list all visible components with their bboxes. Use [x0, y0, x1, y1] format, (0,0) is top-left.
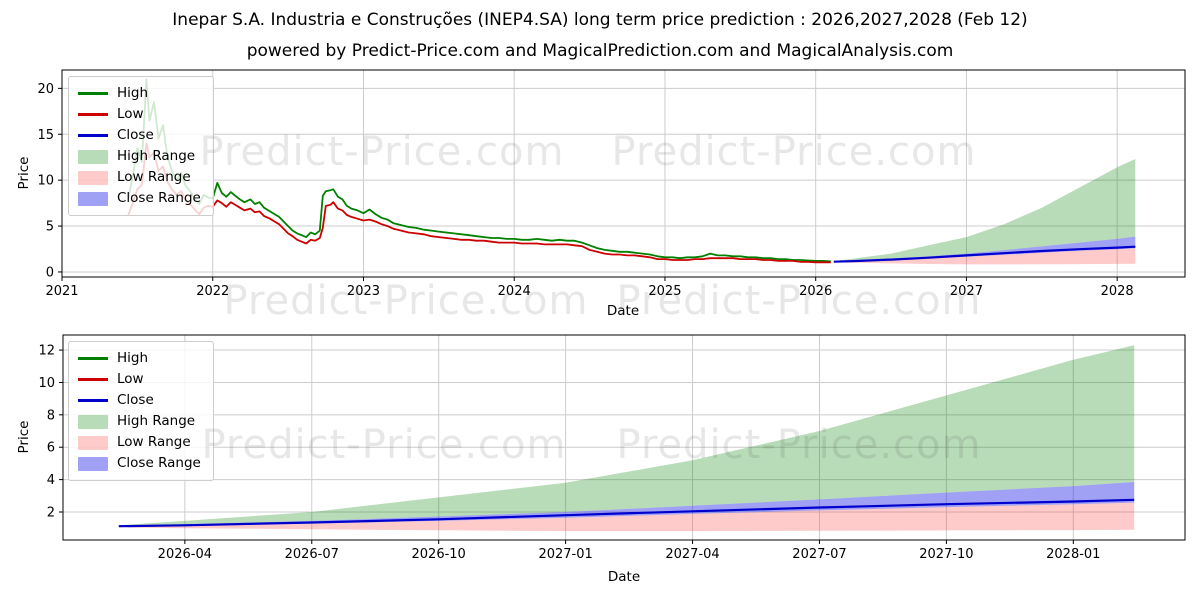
legend-patch-swatch: [78, 149, 108, 164]
legend-label: High Range: [117, 413, 196, 429]
x-tick-label: 2027: [950, 284, 983, 299]
legend-item-close-range: Close Range: [78, 188, 201, 209]
legend-label: Close Range: [117, 190, 201, 206]
axes-frame: [62, 334, 1186, 541]
high-range-band: [118, 345, 1135, 526]
watermark-text: Predict-Price.com: [616, 422, 982, 468]
legend-label: Low Range: [117, 169, 191, 185]
x-tick-label: 2026-04: [158, 547, 212, 562]
high-range-band: [833, 159, 1136, 262]
legend-item-close: Close: [78, 125, 201, 146]
x-tick-label: 2021: [45, 284, 78, 299]
bottom-chart-xlabel: Date: [607, 569, 641, 585]
legend-line-swatch: [78, 134, 108, 137]
close-line: [118, 498, 1135, 528]
x-tick-label: 2028: [1101, 284, 1134, 299]
legend-line-swatch: [78, 113, 108, 116]
legend-line-swatch: [78, 378, 108, 381]
legend-label: High Range: [117, 148, 196, 164]
low-range-band: [833, 248, 1136, 265]
legend-line-swatch: [78, 399, 108, 402]
legend-label: Close: [117, 127, 154, 143]
y-tick-label: 12: [38, 344, 55, 359]
y-tick-label: 20: [37, 82, 54, 97]
x-tick-label: 2027-07: [792, 547, 846, 562]
legend-line-swatch: [78, 357, 108, 360]
x-tick-label: 2025: [648, 284, 681, 299]
top-chart-xlabel: Date: [606, 303, 640, 319]
watermark-text: Predict-Price.com: [201, 422, 567, 468]
y-tick-label: 15: [37, 128, 54, 143]
x-tick-label: 2026-10: [412, 547, 466, 562]
x-tick-label: 2027-01: [538, 547, 592, 562]
top-chart-legend: High Low Close High Range Low Range Close Ran…: [68, 76, 214, 216]
y-tick-label: 4: [47, 473, 55, 488]
x-tick-label: 2024: [498, 284, 531, 299]
y-tick-label: 10: [38, 376, 55, 391]
low-range-band: [118, 502, 1135, 532]
legend-item-high: High: [78, 83, 201, 104]
watermark-text: Predict-Price.com: [223, 278, 589, 324]
x-tick-label: 2026: [799, 284, 832, 299]
legend-item-close-range: Close Range: [78, 453, 201, 474]
legend-item-high-range: High Range: [78, 146, 201, 167]
legend-label: High: [117, 350, 149, 366]
legend-patch-swatch: [78, 456, 108, 471]
legend-patch-swatch: [78, 170, 108, 185]
legend-label: Low: [117, 371, 144, 387]
y-tick-label: 5: [46, 220, 54, 235]
legend-label: Close Range: [117, 455, 201, 471]
y-tick-label: 10: [37, 174, 54, 189]
legend-item-low-range: Low Range: [78, 432, 201, 453]
watermark-text: Predict-Price.com: [199, 129, 565, 175]
legend-label: Close: [117, 392, 154, 408]
legend-label: High: [117, 85, 149, 101]
legend-item-high: High: [78, 348, 201, 369]
x-tick-label: 2027-10: [919, 547, 973, 562]
legend-label: Low Range: [117, 434, 191, 450]
figure-title: Inepar S.A. Industria e Construções (INE…: [172, 10, 1028, 30]
watermark-text: Predict-Price.com: [611, 129, 977, 175]
legend-item-close: Close: [78, 390, 201, 411]
x-tick-label: 2022: [196, 284, 229, 299]
x-tick-label: 2028-01: [1046, 547, 1100, 562]
legend-patch-swatch: [78, 191, 108, 206]
legend-line-swatch: [78, 92, 108, 95]
legend-item-low: Low: [78, 369, 201, 390]
legend-patch-swatch: [78, 435, 108, 450]
y-tick-label: 6: [47, 441, 55, 456]
legend-item-low-range: Low Range: [78, 167, 201, 188]
figure-subtitle: powered by Predict-Price.com and Magical…: [246, 41, 954, 61]
close-line: [833, 245, 1136, 263]
watermark-text: Predict-Price.com: [616, 278, 982, 324]
y-tick-label: 0: [46, 265, 54, 280]
bottom-chart-ylabel: Price: [16, 420, 32, 454]
legend-item-low: Low: [78, 104, 201, 125]
top-chart-ylabel: Price: [16, 156, 32, 190]
y-tick-label: 8: [47, 408, 55, 423]
y-tick-label: 2: [47, 505, 55, 520]
legend-item-high-range: High Range: [78, 411, 201, 432]
x-tick-label: 2026-07: [285, 547, 339, 562]
x-tick-label: 2027-04: [665, 547, 719, 562]
axes-frame: [61, 69, 1186, 278]
legend-patch-swatch: [78, 414, 108, 429]
bottom-chart-legend: High Low Close High Range Low Range Close Ran…: [68, 341, 214, 481]
legend-label: Low: [117, 106, 144, 122]
x-tick-label: 2023: [347, 284, 380, 299]
